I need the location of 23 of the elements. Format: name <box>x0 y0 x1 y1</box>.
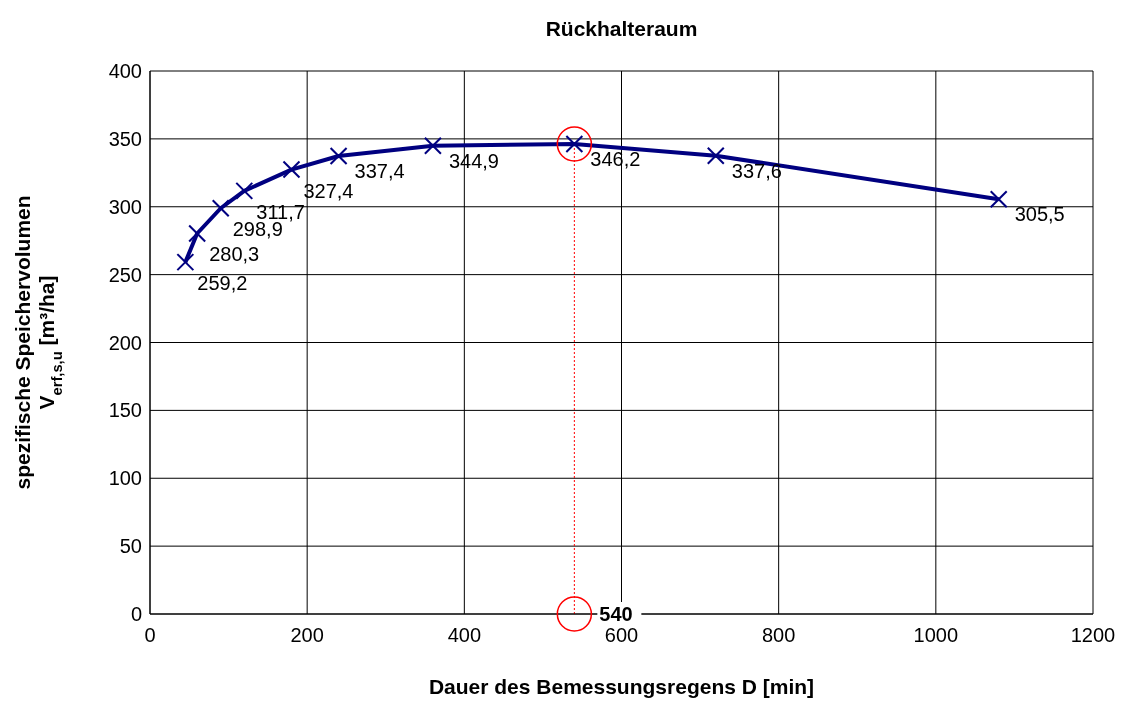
y-tick-label: 100 <box>108 467 142 490</box>
data-label: 259,2 <box>197 272 248 295</box>
x-axis-title: Dauer des Bemessungsregens D [min] <box>428 675 815 698</box>
y-tick-label: 50 <box>119 535 142 558</box>
x-tick-label: 1000 <box>913 624 959 647</box>
y-tick-label: 250 <box>108 263 142 286</box>
x-tick-label: 1200 <box>1070 624 1116 647</box>
x-tick-label: 200 <box>290 624 324 647</box>
ref-line-label: 540 <box>599 603 633 625</box>
x-tick-label: 400 <box>447 624 482 647</box>
data-label: 305,5 <box>1014 203 1065 226</box>
data-label: 280,3 <box>209 243 260 266</box>
chart-title: Rückhalteraum <box>545 17 698 40</box>
x-tick-label: 800 <box>761 624 796 647</box>
data-label: 337,4 <box>354 159 405 182</box>
y-tick-label: 150 <box>108 399 142 422</box>
x-tick-label: 0 <box>144 624 156 647</box>
y-tick-label: 300 <box>108 195 142 218</box>
y-tick-label: 350 <box>108 127 142 150</box>
x-tick-label: 600 <box>604 624 639 647</box>
y-tick-label: 400 <box>108 60 142 83</box>
y-tick-label: 200 <box>108 331 142 354</box>
y-tick-label: 0 <box>130 603 142 626</box>
